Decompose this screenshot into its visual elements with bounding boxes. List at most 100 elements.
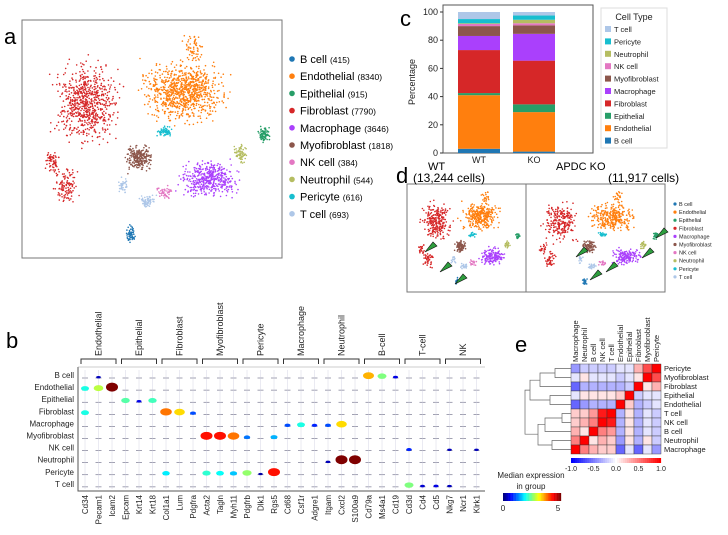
cell-point [593,217,596,219]
cell-point [145,150,148,152]
cell-point [182,107,184,110]
cell-point [163,91,165,94]
cell-point [209,179,212,182]
cell-point [492,247,495,249]
cell-point [176,88,179,90]
cell-point [72,171,74,174]
cell-point [542,223,544,225]
cell-point [199,96,201,98]
legend-label: B cell [614,137,633,146]
cell-point [109,114,111,116]
cell-point [104,106,107,108]
cell-point [148,205,151,207]
cell-point [64,111,66,113]
cell-point [129,145,132,148]
cell-point [426,264,429,266]
cell-point [69,80,71,82]
cell-point [173,81,175,83]
cell-point [202,168,204,170]
legend-marker-0 [289,56,295,62]
cell-point [185,99,188,102]
cell-point [88,114,91,116]
cell-point [495,254,498,257]
cell-point [44,167,47,169]
cell-point [440,238,442,240]
cell-point [202,182,205,184]
cell-point [424,228,426,230]
umap-wt-cluster-pericyte [468,231,477,238]
cell-point [214,84,216,86]
cell-point [81,141,83,144]
cell-point [199,70,202,72]
cell-point [602,224,604,227]
legend-count: (8340) [358,72,383,82]
cell-point [222,180,224,182]
cell-point [194,194,196,197]
legend-marker-7 [289,176,295,183]
cell-point [487,214,490,217]
cell-point [100,109,102,111]
cell-point [208,104,211,106]
cell-point [151,198,154,200]
cell-point [187,100,190,102]
cell-point [604,210,606,212]
cell-point [213,72,215,74]
cell-point [172,88,175,90]
cell-point [600,217,602,219]
cell-point [177,183,179,186]
cell-point [148,161,150,164]
cell-point [50,160,52,163]
cell-point [199,166,202,168]
cell-point [509,244,511,247]
cell-point [436,209,439,212]
cell-point [469,220,472,223]
cell-point [180,178,182,180]
cell-point [174,111,177,113]
cell-point [623,263,625,266]
legend-swatch [605,112,611,119]
cell-point [597,226,599,229]
cell-point [211,110,214,112]
cell-point [73,104,75,106]
cell-point [563,215,566,218]
cell-point [85,100,87,102]
cell-point [94,124,96,126]
cell-point [163,112,166,115]
cell-point [431,218,433,220]
cell-point [85,93,88,95]
cell-point [544,248,546,251]
cell-point [613,229,615,232]
cell-point [236,170,238,172]
legend-label: Endothelial [614,124,651,133]
cell-point [179,100,181,102]
cell-point [69,96,72,99]
cell-point [166,184,169,187]
cell-point [209,105,211,108]
cell-point [190,98,192,100]
cell-point [72,86,74,89]
cell-point [142,153,144,155]
cell-point [556,209,559,211]
cell-point [504,246,507,248]
cell-point [112,97,114,100]
cell-point [234,182,236,184]
cell-point [198,67,200,70]
cell-point [462,265,465,268]
cell-point [487,220,489,223]
cell-point [203,187,206,189]
cell-point [443,221,445,224]
cell-point [440,216,443,219]
cell-point [623,220,626,223]
cell-point [238,153,240,156]
cell-point [94,83,96,86]
cell-point [156,101,159,104]
cell-point [605,211,607,213]
cell-point [566,210,569,213]
cell-point [462,209,464,212]
cell-point [163,127,165,129]
cell-point [431,223,434,225]
cell-point [64,83,67,86]
cell-point [143,205,146,207]
cell-point [72,180,74,182]
